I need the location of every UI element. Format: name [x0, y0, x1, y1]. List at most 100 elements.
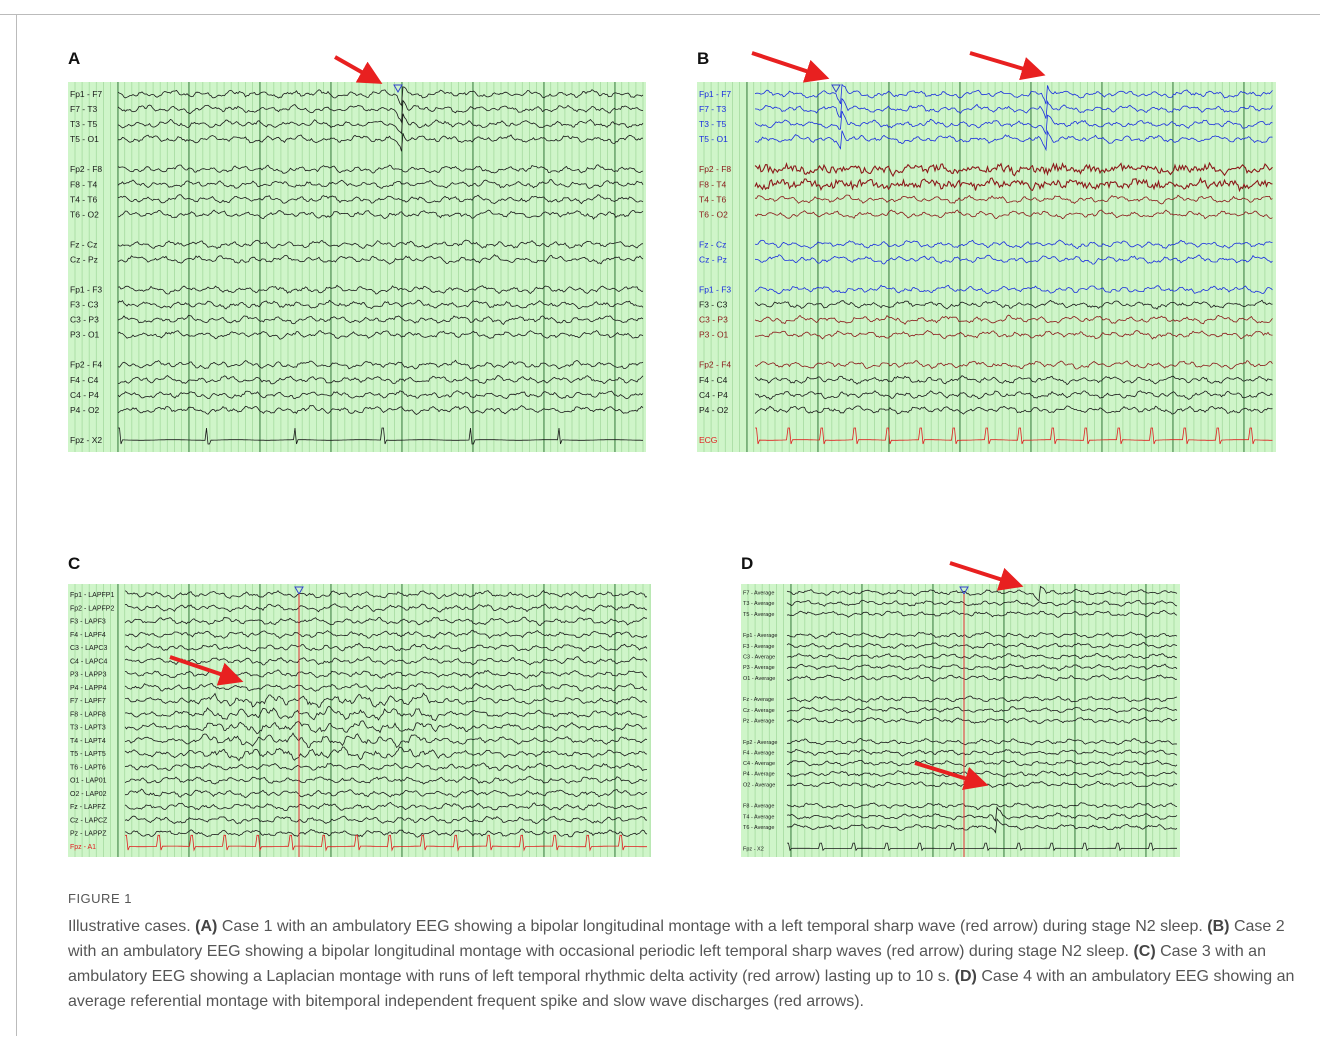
eeg-trace [117, 179, 644, 189]
eeg-background [741, 584, 1180, 857]
eeg-trace [124, 720, 648, 735]
eeg-trace [754, 284, 1273, 295]
eeg-trace [124, 642, 648, 652]
eeg-trace [125, 834, 647, 852]
channel-label: Fz - Average [743, 697, 774, 703]
channel-label: P4 - Average [743, 772, 775, 778]
panel-letter: B [697, 49, 709, 68]
channel-label: C3 - P3 [70, 315, 99, 325]
eeg-trace [786, 641, 1178, 650]
channel-label: O1 - LAP01 [70, 778, 107, 785]
eeg-trace [117, 194, 644, 205]
eeg-trace [124, 656, 648, 666]
eeg-trace [124, 616, 648, 626]
eeg-trace [124, 692, 648, 708]
channel-label: P3 - LAPP3 [70, 672, 107, 679]
channel-label: P3 - O1 [699, 330, 729, 340]
channel-label: T6 - LAPT6 [70, 764, 106, 771]
channel-label: Cz - Pz [70, 254, 98, 264]
eeg-trace [786, 585, 1178, 602]
eeg-trace [786, 674, 1178, 682]
channel-label: Fz - LAPFZ [70, 804, 107, 811]
eeg-trace [754, 130, 1273, 152]
eeg-trace [786, 802, 1178, 810]
channel-label: F4 - Average [743, 750, 774, 756]
eeg-trace [754, 254, 1273, 265]
eeg-trace [754, 176, 1273, 193]
eeg-trace [124, 746, 648, 762]
eeg-trace [117, 133, 644, 152]
eeg-trace [124, 801, 648, 812]
case-text: Case 1 with an ambulatory EEG showing a … [221, 918, 1203, 935]
eeg-trace [117, 390, 644, 400]
case-text: Case 4 with an ambulatory EEG showing an… [68, 968, 1295, 1010]
event-marker [393, 84, 403, 94]
eeg-trace [754, 97, 1273, 119]
eeg-trace [117, 239, 644, 250]
channel-label: C4 - P4 [70, 390, 99, 400]
channel-label: C3 - LAPC3 [70, 645, 107, 652]
eeg-trace [117, 164, 644, 174]
channel-label: C3 - Average [743, 654, 775, 660]
channel-label: Fp1 - Average [743, 633, 777, 639]
eeg-trace [786, 609, 1178, 618]
channel-label: Cz - Average [743, 708, 775, 714]
eeg-trace [124, 762, 647, 772]
eeg-trace [786, 706, 1178, 714]
channel-label: Fz - Cz [70, 239, 97, 249]
eeg-trace [125, 788, 648, 798]
channel-label: F8 - T4 [70, 179, 98, 189]
eeg-trace [118, 427, 643, 445]
arrow [914, 761, 989, 790]
channel-label: P4 - O2 [699, 405, 729, 415]
caption-intro: Illustrative cases. [68, 918, 191, 935]
channel-label: F8 - Average [743, 804, 774, 810]
channel-label: F3 - Average [743, 644, 774, 650]
channel-label: Pz - Average [743, 718, 774, 724]
eeg-trace [754, 83, 1273, 105]
eeg-trace [786, 806, 1178, 822]
panels: A Fp1 - F7 F7 - T3 T3 - T5 T5 - O1 Fp2 - F8 F8… [68, 49, 1276, 857]
eeg-trace [124, 732, 648, 749]
arrows [169, 51, 1046, 790]
eeg-panel: B Fp1 - F7 F7 - T3 T3 - T5 T5 - O1 Fp2 - F8 F8… [697, 49, 1276, 452]
channel-label: ECG [699, 435, 717, 445]
channel-label: C4 - Average [743, 761, 775, 767]
eeg-trace [754, 239, 1273, 250]
channel-label: F7 - Average [743, 590, 774, 596]
channel-label: O2 - LAP02 [70, 791, 107, 798]
eeg-trace [786, 631, 1178, 639]
channel-label: Fz - Cz [699, 239, 726, 249]
arrow [949, 561, 1024, 591]
event-marker [294, 586, 304, 596]
eeg-trace [786, 818, 1178, 834]
case-label: (B) [1207, 918, 1230, 935]
eeg-trace [754, 161, 1273, 178]
channel-label: Fpz - X2 [70, 435, 102, 445]
eeg-trace [124, 705, 648, 722]
eeg-trace [117, 374, 644, 385]
channel-label: F4 - LAPF4 [70, 632, 106, 639]
eeg-panel: A Fp1 - F7 F7 - T3 T3 - T5 T5 - O1 Fp2 - F8 F8… [68, 49, 646, 452]
event-marker [959, 586, 969, 596]
channel-label: T4 - T6 [699, 194, 727, 204]
eeg-trace [117, 99, 644, 124]
channel-label: P3 - O1 [70, 330, 100, 340]
eeg-trace [124, 683, 648, 692]
channel-label: Fp2 - F8 [699, 164, 731, 174]
channel-label: Fp2 - LAPFP2 [70, 605, 114, 612]
eeg-background [697, 82, 1276, 452]
case-text: Case 3 with an ambulatory EEG showing a … [68, 943, 1266, 985]
eeg-trace [124, 815, 648, 825]
eeg-trace [786, 599, 1178, 607]
channel-label: F4 - C4 [699, 375, 728, 385]
eeg-trace [117, 86, 644, 107]
channel-label: Fp1 - F3 [699, 285, 731, 295]
case-label: (A) [195, 918, 218, 935]
channel-label: Fpz - X2 [743, 846, 764, 852]
eeg-trace [754, 299, 1273, 310]
channel-label: T6 - Average [743, 825, 774, 831]
eeg-trace [786, 716, 1178, 724]
channel-label: T4 - LAPT4 [70, 738, 106, 745]
